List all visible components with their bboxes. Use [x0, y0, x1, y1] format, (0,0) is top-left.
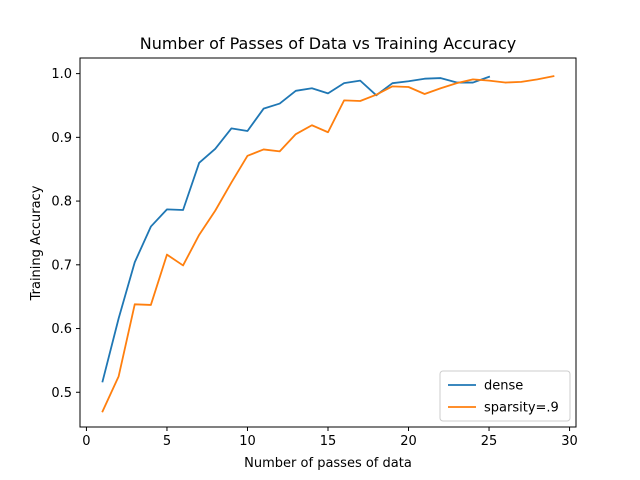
x-tick-label: 10 [239, 434, 256, 449]
legend-label: dense [484, 379, 523, 394]
y-tick-label: 0.5 [51, 386, 72, 401]
x-tick-label: 30 [561, 434, 578, 449]
x-axis-label: Number of passes of data [244, 456, 412, 471]
legend: dense sparsity=.9 [439, 370, 571, 422]
series-line-2 [101, 75, 555, 413]
legend-label: sparsity=.9 [484, 401, 559, 416]
y-tick-label: 0.9 [51, 131, 72, 146]
x-tick-label: 15 [320, 434, 337, 449]
y-tick-label: 0.6 [51, 322, 72, 337]
y-tick-label: 1.0 [51, 67, 72, 82]
chart-title: Number of Passes of Data vs Training Acc… [140, 34, 517, 53]
legend-box [439, 370, 571, 422]
x-tick-label: 5 [163, 434, 171, 449]
y-axis-label: Training Accuracy [29, 185, 44, 301]
y-tick-label: 0.8 [51, 195, 72, 210]
axes-layer: 0 5 10 15 20 25 30 0.5 0.6 0.7 0.8 0.9 1.0 [51, 57, 578, 449]
series-layer [101, 75, 555, 413]
x-tick-label: 0 [82, 434, 90, 449]
plot-background [80, 58, 576, 427]
y-tick-label: 0.7 [51, 258, 72, 273]
x-tick-label: 25 [481, 434, 498, 449]
series-line-1 [101, 75, 491, 383]
x-tick-label: 20 [400, 434, 417, 449]
plot-area [80, 58, 576, 427]
